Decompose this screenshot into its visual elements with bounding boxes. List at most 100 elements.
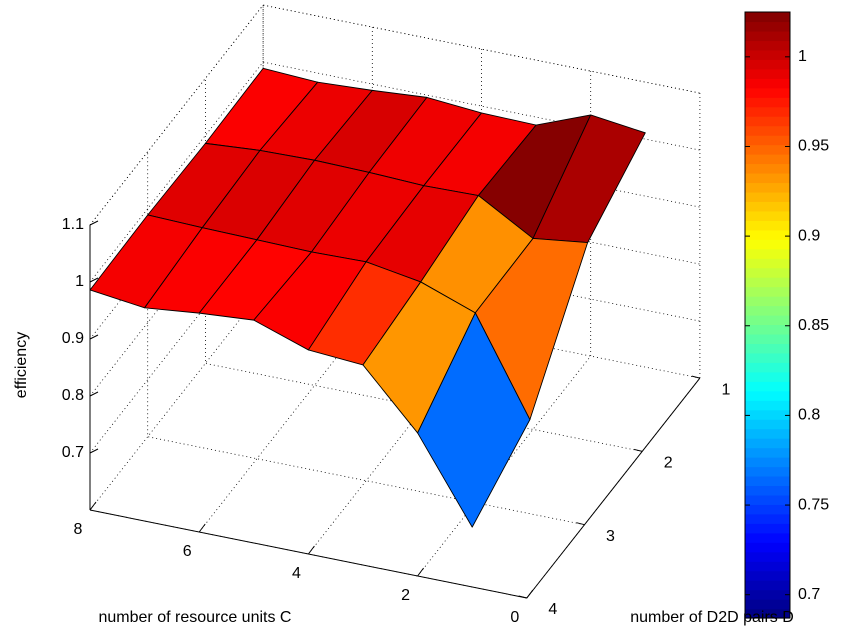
y-tick-label: 3: [606, 528, 615, 545]
colorbar-tick-label: 0.95: [798, 138, 829, 155]
colorbar-tick-label: 0.75: [798, 496, 829, 513]
colorbar-swatch: [745, 494, 790, 505]
colorbar-swatch: [745, 49, 790, 60]
colorbar-swatch: [745, 532, 790, 543]
colorbar-swatch: [745, 97, 790, 108]
colorbar-swatch: [745, 381, 790, 392]
x-tick-label: 4: [292, 565, 301, 582]
x-tick: [307, 545, 315, 555]
colorbar-swatch: [745, 523, 790, 534]
colorbar-swatch: [745, 551, 790, 562]
colorbar-tick-label: 0.9: [798, 227, 820, 244]
z-tick-label: 0.7: [62, 444, 84, 461]
z-tick: [89, 277, 99, 283]
y-axis: [526, 377, 701, 599]
colorbar-swatch: [745, 475, 790, 487]
colorbar-tick-label: 1: [798, 48, 807, 65]
colorbar-swatch: [745, 485, 790, 496]
colorbar-swatch: [745, 608, 790, 619]
box-edge: [89, 4, 700, 226]
colorbar-swatch: [745, 248, 790, 259]
colorbar-swatch: [745, 106, 790, 117]
colorbar-swatch: [745, 59, 790, 70]
colorbar-swatch: [745, 561, 790, 572]
colorbar-swatch: [745, 229, 790, 240]
colorbar-swatch: [745, 343, 790, 354]
colorbar-swatch: [745, 305, 790, 316]
colorbar-swatch: [745, 163, 790, 174]
colorbar-swatch: [745, 78, 790, 89]
z-tick-label: 1.1: [62, 216, 84, 233]
x-tick-label: 2: [401, 587, 410, 604]
colorbar-swatch: [745, 210, 790, 221]
z-axis-label: efficiency: [13, 332, 30, 398]
grid-line: [147, 151, 585, 526]
z-tick: [89, 220, 99, 226]
colorbar-swatch: [745, 87, 790, 98]
colorbar-swatch: [745, 116, 790, 127]
colorbar-swatch: [745, 513, 790, 524]
colorbar-swatch: [745, 30, 790, 42]
colorbar-swatch: [745, 68, 790, 79]
colorbar-swatch: [745, 333, 790, 345]
colorbar-swatch: [745, 267, 790, 278]
z-tick-label: 0.9: [62, 330, 84, 347]
x-tick-label: 6: [183, 543, 192, 560]
colorbar-swatch: [745, 277, 790, 288]
colorbar-swatch: [745, 438, 790, 449]
y-axis-label: number of D2D pairs D: [630, 609, 794, 626]
colorbar-swatch: [745, 324, 790, 335]
colorbar-swatch: [745, 589, 790, 600]
colorbar-swatch: [745, 172, 790, 184]
colorbar-swatch: [745, 599, 790, 610]
colorbar-swatch: [745, 400, 790, 411]
colorbar-swatch: [745, 542, 790, 553]
colorbar-swatch: [745, 580, 790, 591]
colorbar-swatch: [745, 428, 790, 439]
x-axis-label: number of resource units C: [99, 609, 292, 626]
grid-line: [262, 5, 700, 379]
surface: [89, 67, 646, 528]
colorbar-tick-label: 0.7: [798, 586, 820, 603]
y-tick: [518, 595, 527, 599]
colorbar-swatch: [745, 447, 790, 458]
x-tick: [198, 523, 206, 533]
colorbar-swatch: [745, 466, 790, 477]
colorbar-swatch: [745, 504, 790, 515]
colorbar-swatch: [745, 286, 790, 297]
colorbar-swatch: [745, 570, 790, 581]
colorbar-swatch: [745, 144, 790, 155]
y-tick: [634, 448, 643, 452]
y-tick: [576, 522, 585, 526]
z-tick-label: 0.8: [62, 387, 84, 404]
colorbar-swatch: [745, 191, 790, 202]
axes: 0.7 0.8 0.9 1 1.1 0 2 4 6 8 1 2 3 4: [62, 216, 731, 626]
surface-face: [417, 312, 531, 528]
z-tick: [89, 448, 99, 454]
x-tick: [89, 501, 97, 511]
colorbar-swatch: [745, 220, 790, 231]
y-tick-label: 2: [664, 455, 673, 472]
colorbar-swatch: [745, 40, 790, 51]
colorbar-frame: [744, 11, 791, 619]
x-tick: [526, 589, 534, 599]
colorbar-swatch: [745, 352, 790, 363]
colorbar-swatch: [745, 419, 790, 430]
colorbar-swatch: [745, 154, 790, 165]
colorbar-swatch: [745, 296, 790, 307]
z-tick-label: 1: [75, 273, 84, 290]
colorbar-swatch: [745, 362, 790, 373]
colorbar-swatch: [745, 390, 790, 401]
colorbar-swatch: [745, 135, 790, 146]
y-tick-label: 4: [548, 601, 557, 618]
colorbar-swatch: [745, 182, 790, 193]
colorbar-swatch: [745, 21, 790, 32]
colorbar-swatch: [745, 315, 790, 326]
colorbar-swatch: [745, 258, 790, 269]
colorbar-swatch: [745, 12, 790, 23]
colorbar-swatch: [745, 457, 790, 468]
y-tick: [691, 375, 701, 379]
x-tick-label: 8: [74, 521, 83, 538]
z-tick: [89, 334, 99, 340]
